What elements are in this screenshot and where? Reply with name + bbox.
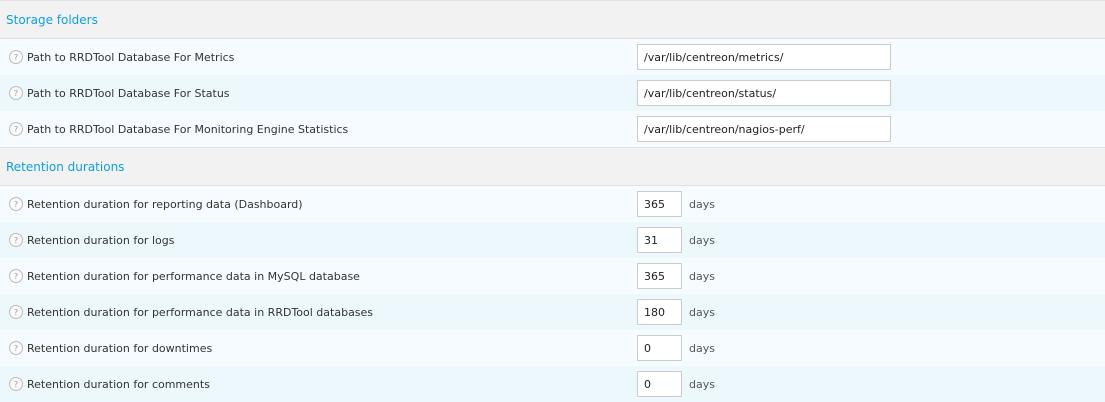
- unit-label: days: [689, 377, 715, 391]
- form-row: ? Retention duration for comments 0 days: [0, 366, 1105, 402]
- field-label: Path to RRDTool Database For Monitoring …: [27, 122, 349, 136]
- help-icon[interactable]: ?: [9, 341, 23, 355]
- help-icon[interactable]: ?: [9, 233, 23, 247]
- help-icon[interactable]: ?: [9, 269, 23, 283]
- section-title: Retention durations: [6, 159, 125, 174]
- help-icon[interactable]: ?: [9, 122, 23, 136]
- path-input[interactable]: /var/lib/centreon/metrics/: [637, 44, 891, 70]
- retention-durations-header: Retention durations: [0, 147, 1105, 186]
- help-icon[interactable]: ?: [9, 86, 23, 100]
- unit-label: days: [689, 197, 715, 211]
- field-label: Path to RRDTool Database For Status: [27, 86, 230, 100]
- help-icon[interactable]: ?: [9, 50, 23, 64]
- retention-input[interactable]: 0: [637, 335, 682, 361]
- unit-label: days: [689, 341, 715, 355]
- retention-input[interactable]: 365: [637, 263, 682, 289]
- field-label: Retention duration for performance data …: [27, 269, 360, 283]
- path-input[interactable]: /var/lib/centreon/nagios-perf/: [637, 116, 891, 142]
- storage-folders-header: Storage folders: [0, 0, 1105, 39]
- form-row: ? Path to RRDTool Database For Metrics/va…: [0, 39, 1105, 75]
- help-icon[interactable]: ?: [9, 377, 23, 391]
- form-row: ? Path to RRDTool Database For Status/var…: [0, 75, 1105, 111]
- field-label: Path to RRDTool Database For Metrics: [27, 50, 235, 64]
- help-icon[interactable]: ?: [9, 197, 23, 211]
- form-row: ? Retention duration for reporting data (…: [0, 186, 1105, 222]
- unit-label: days: [689, 305, 715, 319]
- unit-label: days: [689, 233, 715, 247]
- retention-input[interactable]: 0: [637, 371, 682, 397]
- field-label: Retention duration for reporting data (D…: [27, 197, 303, 211]
- retention-input[interactable]: 180: [637, 299, 682, 325]
- field-label: Retention duration for comments: [27, 377, 210, 391]
- field-label: Retention duration for downtimes: [27, 341, 213, 355]
- form-row: ? Retention duration for downtimes 0 days: [0, 330, 1105, 366]
- section-title: Storage folders: [6, 12, 98, 27]
- form-row: ? Path to RRDTool Database For Monitoring…: [0, 111, 1105, 147]
- path-input[interactable]: /var/lib/centreon/status/: [637, 80, 891, 106]
- retention-input[interactable]: 31: [637, 227, 682, 253]
- help-icon[interactable]: ?: [9, 305, 23, 319]
- form-row: ? Retention duration for logs 31 days: [0, 222, 1105, 258]
- form-row: ? Retention duration for performance data…: [0, 294, 1105, 330]
- retention-input[interactable]: 365: [637, 191, 682, 217]
- field-label: Retention duration for logs: [27, 233, 175, 247]
- unit-label: days: [689, 269, 715, 283]
- field-label: Retention duration for performance data …: [27, 305, 374, 319]
- form-row: ? Retention duration for performance data…: [0, 258, 1105, 294]
